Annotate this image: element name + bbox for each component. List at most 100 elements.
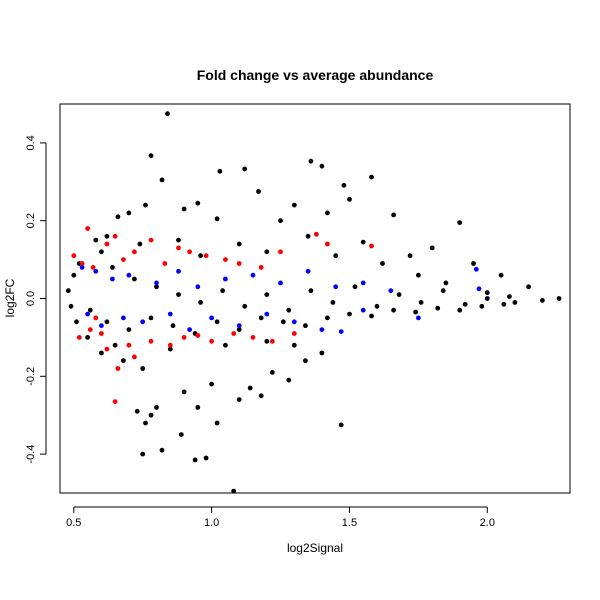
data-point bbox=[87, 327, 93, 332]
data-point bbox=[305, 233, 311, 239]
data-point bbox=[223, 342, 228, 348]
x-axis-label: log2Signal bbox=[287, 541, 343, 555]
data-point bbox=[484, 290, 490, 296]
data-point bbox=[214, 216, 220, 222]
y-tick-label: -0.4 bbox=[25, 445, 37, 464]
data-point bbox=[167, 311, 173, 317]
data-point bbox=[154, 280, 159, 286]
data-point bbox=[126, 210, 132, 216]
data-points bbox=[65, 111, 562, 494]
data-point bbox=[93, 268, 99, 274]
data-point bbox=[319, 327, 325, 332]
y-tick-label: 0.2 bbox=[25, 213, 37, 228]
data-point bbox=[396, 292, 402, 297]
data-point bbox=[319, 350, 325, 356]
data-point bbox=[132, 249, 137, 255]
data-point bbox=[167, 342, 173, 348]
data-point bbox=[112, 233, 118, 239]
x-tick-label: 0.5 bbox=[66, 517, 81, 529]
data-point bbox=[264, 338, 270, 344]
data-point bbox=[380, 261, 385, 266]
data-point bbox=[148, 412, 154, 418]
data-point bbox=[479, 303, 485, 309]
data-point bbox=[148, 153, 154, 159]
data-point bbox=[347, 311, 352, 317]
data-point bbox=[278, 249, 283, 255]
data-point bbox=[148, 237, 154, 243]
data-point bbox=[462, 301, 468, 307]
data-point bbox=[126, 327, 132, 332]
data-point bbox=[110, 276, 115, 282]
data-point bbox=[181, 335, 187, 340]
data-point bbox=[223, 276, 228, 282]
data-point bbox=[140, 319, 146, 325]
data-point bbox=[159, 447, 165, 453]
data-point bbox=[440, 288, 446, 294]
data-point bbox=[242, 166, 248, 172]
data-point bbox=[176, 245, 181, 251]
data-point bbox=[76, 335, 82, 340]
plot-frame bbox=[59, 103, 571, 494]
data-point bbox=[418, 300, 424, 305]
data-point bbox=[333, 284, 339, 290]
data-point bbox=[220, 288, 226, 294]
data-point bbox=[250, 335, 256, 340]
data-point bbox=[333, 253, 339, 259]
data-point bbox=[132, 276, 137, 282]
data-point bbox=[90, 265, 96, 270]
data-point bbox=[429, 245, 435, 251]
data-point bbox=[247, 385, 253, 391]
data-point bbox=[236, 261, 242, 266]
data-point bbox=[110, 265, 115, 270]
data-point bbox=[303, 358, 308, 364]
data-point bbox=[148, 338, 154, 344]
data-point bbox=[314, 231, 319, 237]
data-point bbox=[476, 286, 482, 292]
data-point bbox=[71, 253, 77, 259]
data-point bbox=[178, 432, 184, 437]
data-point bbox=[471, 261, 476, 266]
data-point bbox=[278, 280, 283, 286]
data-point bbox=[159, 177, 165, 183]
data-point bbox=[121, 358, 126, 364]
data-point bbox=[74, 319, 79, 325]
data-point bbox=[269, 370, 275, 375]
data-point bbox=[231, 331, 237, 336]
data-point bbox=[104, 241, 110, 247]
y-tick-label: 0.0 bbox=[25, 291, 37, 306]
data-point bbox=[187, 249, 193, 255]
data-point bbox=[93, 315, 99, 321]
data-point bbox=[291, 319, 297, 325]
data-point bbox=[71, 272, 77, 278]
data-point bbox=[330, 300, 336, 305]
data-point bbox=[214, 420, 220, 426]
data-point bbox=[269, 338, 275, 344]
data-point bbox=[209, 338, 215, 344]
data-point bbox=[236, 241, 242, 247]
data-point bbox=[250, 272, 256, 278]
data-point bbox=[140, 451, 146, 457]
data-point bbox=[148, 315, 154, 321]
data-point bbox=[286, 307, 292, 313]
data-point bbox=[391, 212, 396, 218]
data-point bbox=[154, 405, 159, 410]
data-point bbox=[132, 354, 137, 360]
chart-title: Fold change vs average abundance bbox=[197, 67, 434, 83]
data-point bbox=[325, 241, 330, 247]
data-point bbox=[291, 202, 297, 208]
data-point bbox=[140, 366, 146, 371]
data-point bbox=[112, 399, 118, 404]
data-point bbox=[93, 237, 99, 243]
data-point bbox=[65, 288, 71, 294]
data-point bbox=[264, 249, 270, 255]
x-tick-label: 1.0 bbox=[204, 517, 219, 529]
data-point bbox=[443, 280, 449, 286]
data-point bbox=[217, 168, 223, 174]
data-point bbox=[167, 346, 173, 352]
data-point bbox=[388, 288, 394, 294]
data-point bbox=[104, 346, 110, 352]
data-point bbox=[99, 331, 104, 336]
data-point bbox=[484, 296, 490, 301]
data-point bbox=[79, 265, 85, 270]
